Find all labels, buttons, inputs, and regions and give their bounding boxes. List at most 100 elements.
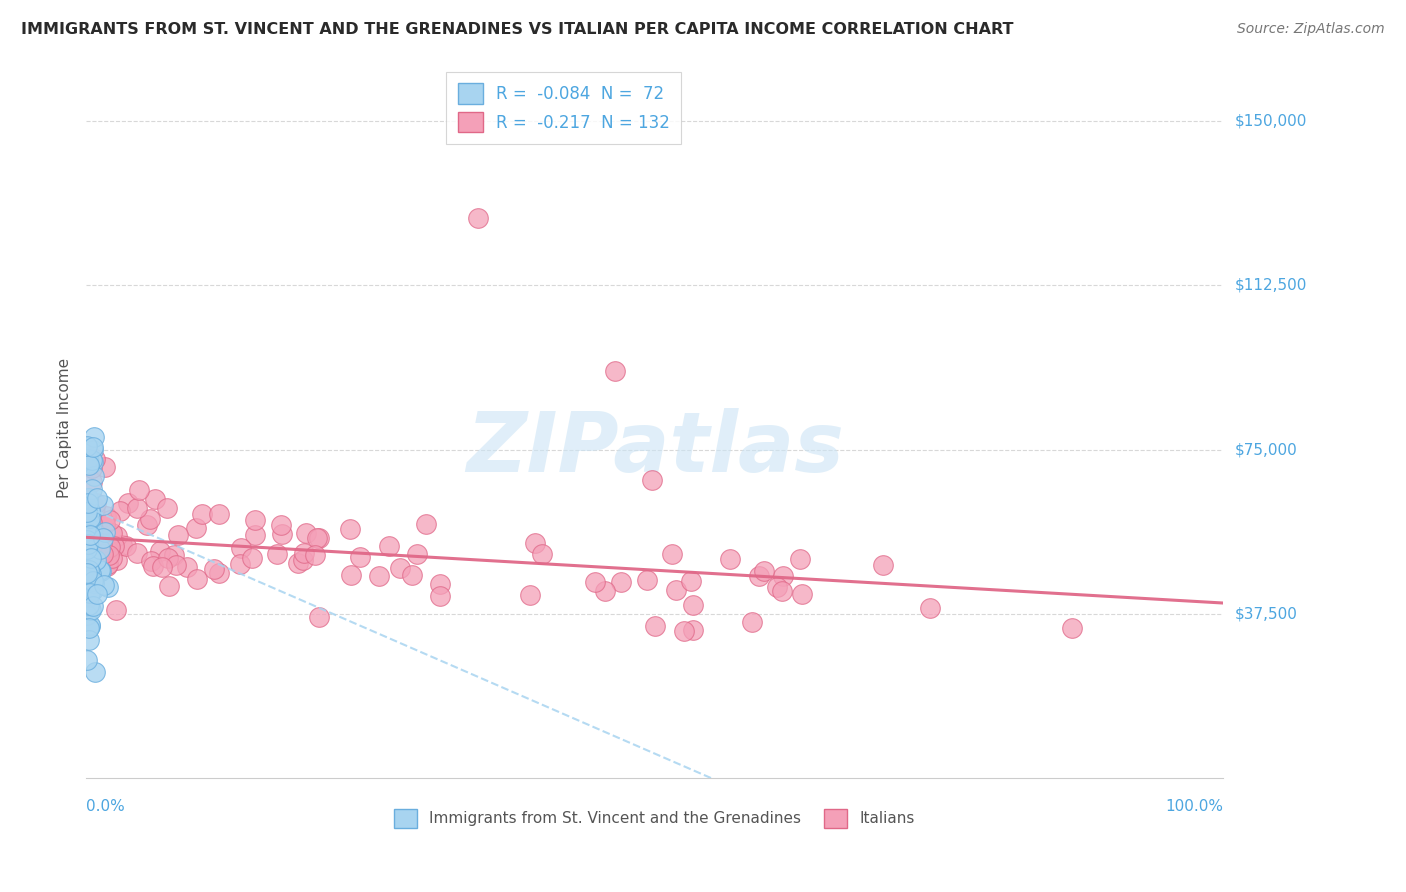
Point — [790, 586, 813, 600]
Point — [96, 559, 118, 574]
Point — [98, 513, 121, 527]
Point — [77, 538, 100, 552]
Point — [636, 573, 658, 587]
Point — [91, 547, 114, 561]
Point — [139, 512, 162, 526]
Point — [90, 551, 112, 566]
Point — [682, 623, 704, 637]
Point — [89, 541, 111, 556]
Point — [76, 533, 98, 547]
Point — [76, 505, 98, 519]
Point — [229, 557, 252, 571]
Point — [292, 553, 315, 567]
Point — [661, 548, 683, 562]
Point — [84, 566, 107, 581]
Point — [117, 496, 139, 510]
Point — [93, 577, 115, 591]
Point — [82, 498, 104, 512]
Point — [229, 541, 252, 556]
Point — [76, 608, 98, 623]
Point — [349, 550, 371, 565]
Point — [204, 562, 226, 576]
Point — [308, 532, 330, 546]
Point — [467, 211, 489, 225]
Point — [368, 569, 391, 583]
Point — [150, 560, 173, 574]
Point — [308, 609, 330, 624]
Point — [405, 547, 427, 561]
Point — [79, 504, 101, 518]
Point — [82, 582, 104, 597]
Point — [94, 524, 117, 539]
Point — [80, 461, 103, 475]
Point — [76, 496, 98, 510]
Point — [87, 536, 110, 550]
Point — [97, 580, 120, 594]
Point — [87, 550, 110, 565]
Point — [77, 529, 100, 543]
Point — [77, 527, 100, 541]
Point — [270, 517, 292, 532]
Text: $112,500: $112,500 — [1234, 278, 1306, 293]
Point — [772, 568, 794, 582]
Point — [77, 522, 100, 536]
Point — [77, 552, 100, 566]
Point — [304, 548, 326, 562]
Point — [80, 519, 103, 533]
Point — [240, 550, 263, 565]
Point — [83, 541, 105, 555]
Point — [79, 500, 101, 515]
Point — [80, 516, 103, 530]
Point — [79, 585, 101, 599]
Point — [595, 584, 617, 599]
Point — [82, 453, 104, 467]
Y-axis label: Per Capita Income: Per Capita Income — [58, 358, 72, 498]
Point — [76, 456, 98, 470]
Point — [86, 587, 108, 601]
Point — [741, 615, 763, 629]
Point — [143, 492, 166, 507]
Point — [79, 550, 101, 565]
Point — [191, 507, 214, 521]
Point — [76, 524, 98, 538]
Point — [415, 516, 437, 531]
Point — [748, 569, 770, 583]
Point — [80, 541, 103, 555]
Point — [79, 618, 101, 632]
Point — [80, 482, 103, 496]
Point — [644, 619, 666, 633]
Point — [142, 559, 165, 574]
Point — [100, 550, 122, 565]
Point — [128, 483, 150, 498]
Point — [287, 557, 309, 571]
Point — [157, 579, 180, 593]
Point — [208, 507, 231, 521]
Point — [165, 558, 187, 572]
Point — [79, 504, 101, 518]
Point — [89, 563, 111, 577]
Point — [105, 529, 128, 543]
Point — [98, 548, 121, 562]
Point — [77, 492, 100, 507]
Point — [266, 547, 288, 561]
Point — [76, 566, 98, 581]
Point — [339, 522, 361, 536]
Point — [76, 566, 98, 581]
Point — [80, 497, 103, 511]
Point — [429, 577, 451, 591]
Point — [139, 554, 162, 568]
Point — [76, 510, 98, 524]
Point — [94, 517, 117, 532]
Point — [82, 523, 104, 537]
Point — [149, 544, 172, 558]
Text: 100.0%: 100.0% — [1166, 799, 1223, 814]
Point — [79, 599, 101, 613]
Point — [84, 536, 107, 550]
Point — [82, 574, 104, 588]
Point — [83, 468, 105, 483]
Point — [77, 549, 100, 563]
Point — [80, 567, 103, 582]
Point — [76, 542, 98, 557]
Point — [77, 586, 100, 600]
Text: ZIPatlas: ZIPatlas — [465, 409, 844, 490]
